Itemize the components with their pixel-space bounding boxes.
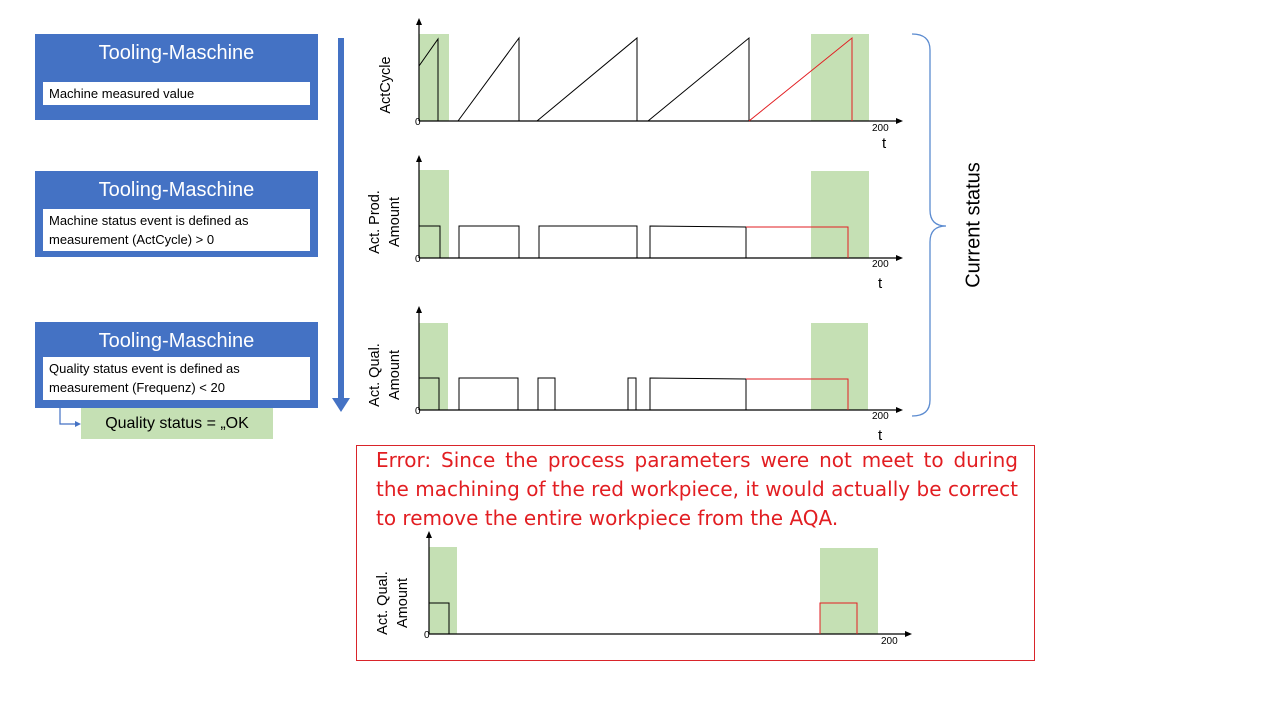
panel-description: Machine measured value [43,82,310,105]
tooling-panel-2: Tooling-Maschine Machine status event is… [35,171,318,257]
x-max-tick: 200 [881,636,898,647]
y-label-line: Act. Qual. [367,343,383,407]
panel-title: Tooling-Maschine [98,330,255,352]
plot-actcycle [416,18,903,124]
panel-title: Tooling-Maschine [98,42,255,64]
plot-corrected-qual-amount [426,531,912,637]
green-highlight [811,323,868,410]
prod-pulse [538,225,638,258]
tooling-panel-1: Tooling-Maschine Machine measured value [35,34,318,120]
plot-act-qual-amount [416,306,903,413]
x-min-tick: 0 [415,406,421,417]
x-axis-arrow [905,631,912,637]
y-axis-label-act-qual: Act. Qual. Amount [365,343,405,407]
x-axis-label: t [878,427,883,444]
y-label-line: Amount [387,350,403,400]
green-highlight [429,547,457,634]
y-label-line: Amount [387,197,403,247]
error-box [356,445,1035,661]
prod-pulse [649,225,747,258]
red-prod-pulse [746,226,849,258]
x-axis-arrow [896,255,903,261]
x-min-tick: 0 [415,254,421,265]
x-max-tick: 200 [872,123,889,134]
x-axis-label: t [878,275,883,292]
process-flow-arrow-shaft [338,38,344,400]
prod-pulse [458,225,520,258]
x-min-tick: 0 [415,117,421,128]
y-label-line: Amount [395,578,411,628]
y-label-line: Act. Prod. [367,190,383,254]
y-axis-label-act-prod: Act. Prod. Amount [365,190,405,254]
qual-pulse [537,377,556,410]
cycle-sawtooth [457,36,520,122]
x-max-tick: 200 [872,259,889,270]
x-axis-arrow [896,118,903,124]
y-axis-label-actcycle: ActCycle [378,56,394,114]
connector-arrow-head [75,421,81,427]
qual-pulse [627,377,637,410]
x-axis-arrow [896,407,903,413]
quality-status-box: Quality status = „OK [81,408,273,439]
panel-description: Quality status event is defined as measu… [43,357,310,400]
plot-act-prod-amount [416,155,903,261]
current-status-brace [911,33,947,417]
green-highlight [811,171,869,258]
qual-pulse [419,377,440,410]
green-highlight [419,170,449,258]
error-message: Error: Since the process parameters were… [376,448,1018,530]
qual-pulse [649,377,747,410]
qual-pulse [458,377,519,410]
x-max-tick: 200 [872,411,889,422]
green-highlight [419,323,448,410]
prod-pulse [419,225,441,258]
red-qual-pulse [746,378,849,410]
y-axis-arrow [426,531,432,538]
current-status-label: Current status [962,162,985,288]
cycle-sawtooth [418,37,439,121]
connector-arrow [59,408,76,425]
panel-description: Machine status event is defined as measu… [43,209,310,251]
tooling-panel-3: Tooling-Maschine Quality status event is… [35,322,318,408]
panel-title: Tooling-Maschine [98,179,255,201]
x-axis-label: t [882,135,887,152]
cycle-sawtooth [647,36,750,122]
cycle-sawtooth [536,36,638,122]
y-axis-arrow [416,306,422,313]
green-highlight [419,34,449,121]
green-highlight [811,34,869,121]
red-qual-pulse [819,602,858,634]
y-axis-label-corrected-qual: Act. Qual. Amount [373,571,413,635]
qual-pulse [429,602,450,634]
red-workpiece-cycle [748,36,853,122]
green-highlight [820,548,878,634]
process-flow-arrow-head [332,398,350,412]
y-axis-arrow [416,155,422,162]
y-label-line: Act. Qual. [375,571,391,635]
x-min-tick: 0 [424,630,430,641]
y-axis-arrow [416,18,422,25]
